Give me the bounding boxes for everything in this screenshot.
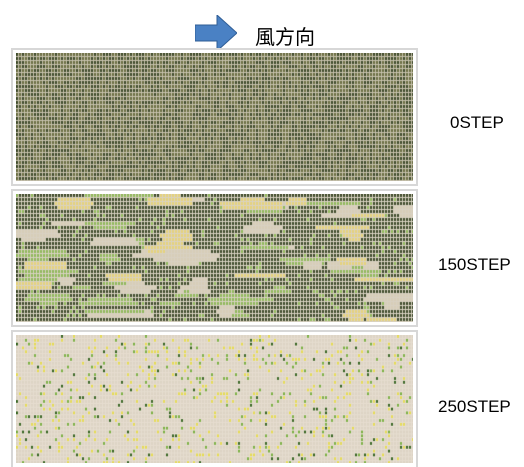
wind-direction-label: 風方向 — [255, 25, 315, 49]
header: 風方向 — [0, 0, 524, 51]
right-arrow-icon — [195, 15, 237, 51]
cell-grid-step-0 — [16, 53, 413, 181]
simulation-panel-step-250 — [11, 330, 418, 467]
cell-grid-step-250 — [16, 335, 413, 463]
step-label-150: 150STEP — [438, 255, 511, 274]
cell-grid-step-150 — [16, 194, 413, 322]
step-label-0: 0STEP — [450, 113, 504, 132]
simulation-panel-step-0 — [11, 48, 418, 186]
step-label-250: 250STEP — [438, 397, 511, 416]
simulation-panel-step-150 — [11, 189, 418, 327]
